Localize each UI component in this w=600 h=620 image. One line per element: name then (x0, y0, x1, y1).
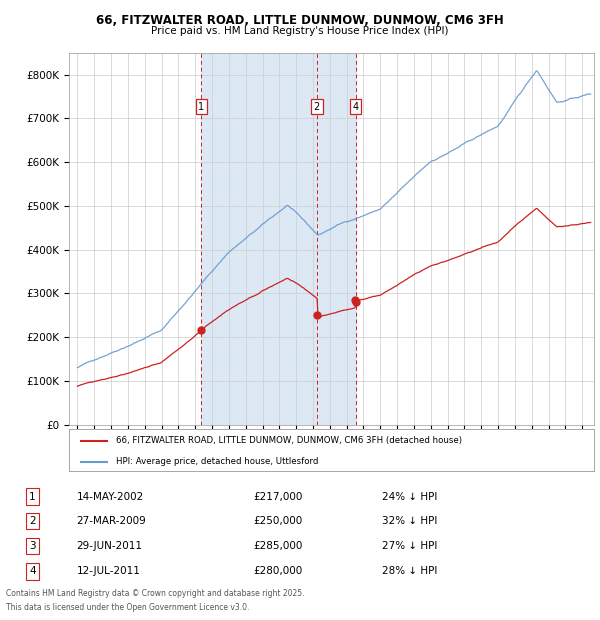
Text: 4: 4 (29, 567, 36, 577)
Text: 3: 3 (29, 541, 36, 551)
Text: 28% ↓ HPI: 28% ↓ HPI (382, 567, 437, 577)
Text: 29-JUN-2011: 29-JUN-2011 (77, 541, 143, 551)
Text: HPI: Average price, detached house, Uttlesford: HPI: Average price, detached house, Uttl… (116, 458, 319, 466)
Text: 66, FITZWALTER ROAD, LITTLE DUNMOW, DUNMOW, CM6 3FH (detached house): 66, FITZWALTER ROAD, LITTLE DUNMOW, DUNM… (116, 436, 462, 445)
Text: This data is licensed under the Open Government Licence v3.0.: This data is licensed under the Open Gov… (6, 603, 250, 612)
Text: Price paid vs. HM Land Registry's House Price Index (HPI): Price paid vs. HM Land Registry's House … (151, 26, 449, 36)
Text: 4: 4 (353, 102, 359, 112)
Text: Contains HM Land Registry data © Crown copyright and database right 2025.: Contains HM Land Registry data © Crown c… (6, 589, 305, 598)
Point (197, 325, 206, 335)
Text: £250,000: £250,000 (253, 516, 302, 526)
Text: 27-MAR-2009: 27-MAR-2009 (77, 516, 146, 526)
Point (350, 295, 359, 305)
Text: 1: 1 (199, 102, 205, 112)
Point (312, 311, 322, 321)
Text: 2: 2 (314, 102, 320, 112)
Text: 66, FITZWALTER ROAD, LITTLE DUNMOW, DUNMOW, CM6 3FH: 66, FITZWALTER ROAD, LITTLE DUNMOW, DUNM… (96, 14, 504, 27)
Point (351, 297, 361, 307)
Text: 1: 1 (29, 492, 36, 502)
Text: 27% ↓ HPI: 27% ↓ HPI (382, 541, 437, 551)
Text: 32% ↓ HPI: 32% ↓ HPI (382, 516, 437, 526)
Text: 2: 2 (29, 516, 36, 526)
Text: £217,000: £217,000 (253, 492, 302, 502)
Bar (202, 53, 356, 425)
Text: £280,000: £280,000 (253, 567, 302, 577)
Text: 12-JUL-2011: 12-JUL-2011 (77, 567, 140, 577)
Text: 14-MAY-2002: 14-MAY-2002 (77, 492, 144, 502)
Text: £285,000: £285,000 (253, 541, 302, 551)
Text: 24% ↓ HPI: 24% ↓ HPI (382, 492, 437, 502)
